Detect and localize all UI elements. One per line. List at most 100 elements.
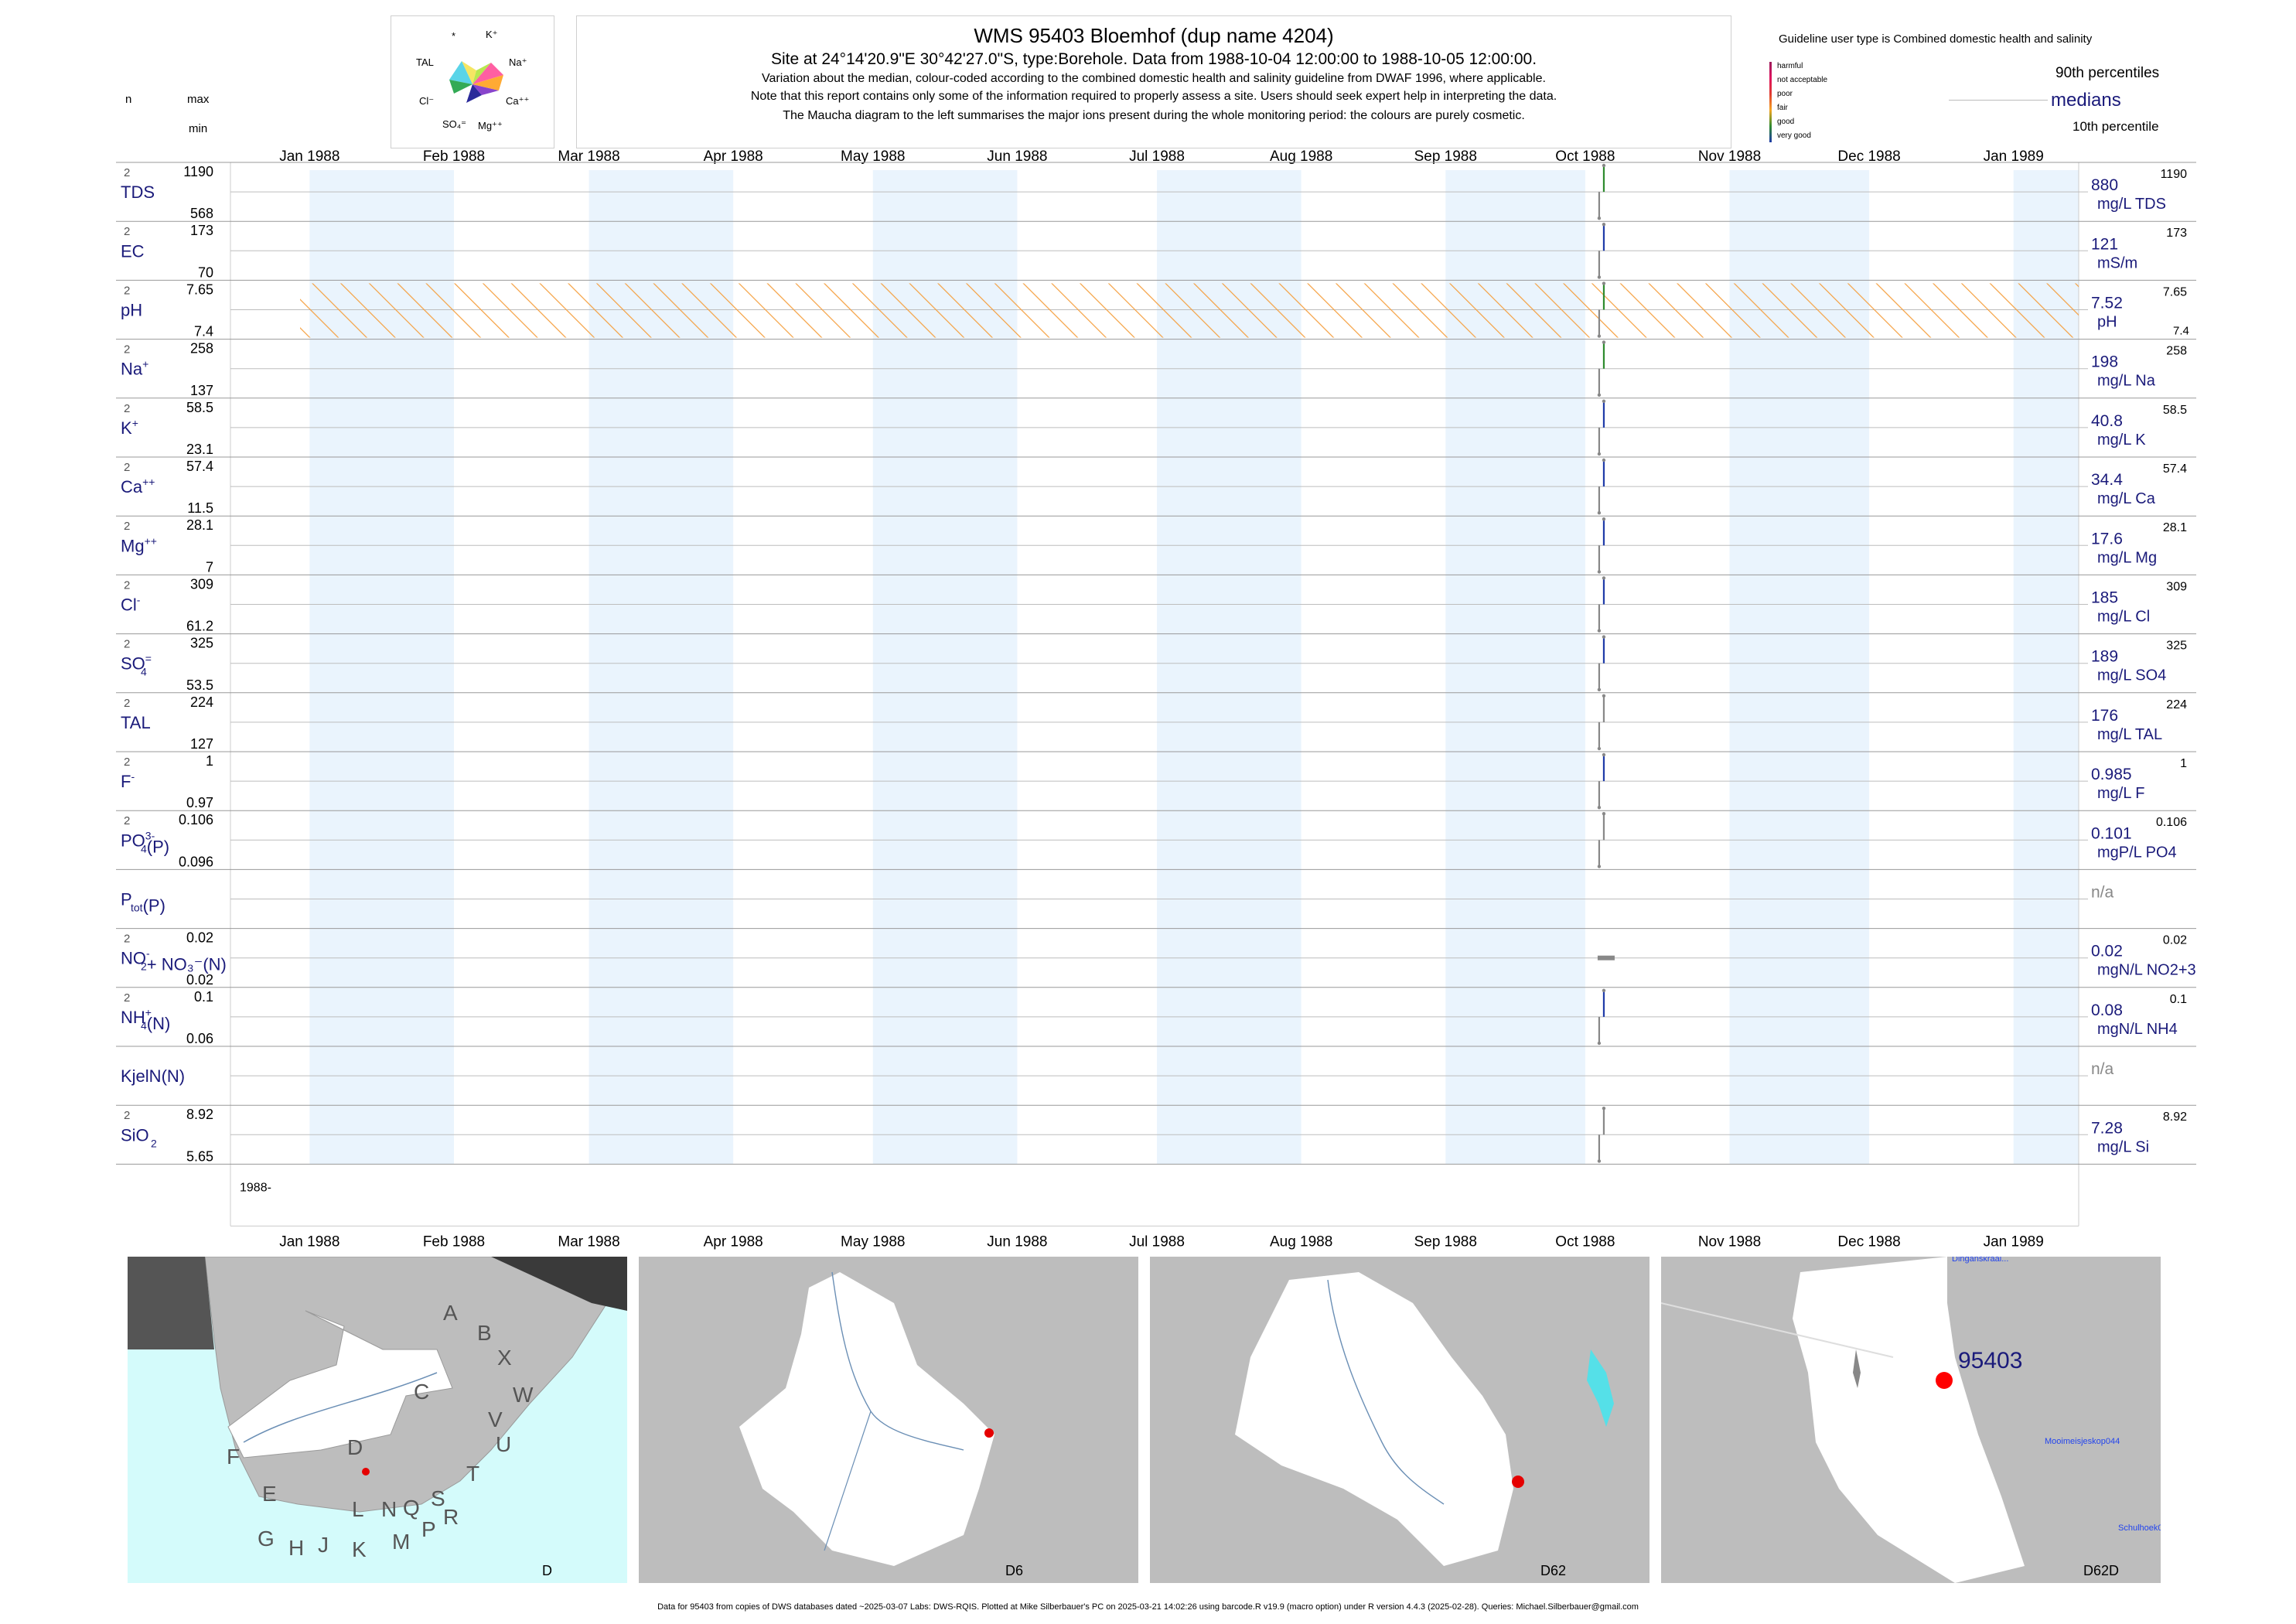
- data-point: [1602, 223, 1606, 227]
- maucha-segment: [473, 75, 503, 90]
- parameter-label: Na+: [121, 358, 148, 379]
- data-point: [1602, 576, 1606, 580]
- report-note: Variation about the median, colour-coded…: [762, 72, 1546, 85]
- data-point: [1602, 988, 1606, 993]
- data-point: [1602, 517, 1606, 521]
- x-tick-label-top: Apr 1988: [704, 148, 763, 165]
- row-right-min: 7.4: [2173, 325, 2189, 338]
- sample-count: 2: [124, 166, 130, 179]
- sample-count: 2: [124, 225, 130, 238]
- map-river: [243, 1372, 438, 1443]
- row-max: 309: [190, 576, 213, 592]
- row-median: 880: [2091, 176, 2118, 194]
- sample-count: 2: [124, 991, 130, 1005]
- data-point: [1602, 812, 1606, 816]
- maucha-label: TAL: [416, 56, 434, 68]
- data-point: [1602, 399, 1606, 403]
- x-tick-label-bottom: Jan 1989: [1984, 1233, 2044, 1250]
- row-median: 7.28: [2091, 1119, 2123, 1137]
- x-tick-label-top: Sep 1988: [1414, 148, 1477, 165]
- x-tick-label-top: Jan 1988: [279, 148, 339, 165]
- map-river: [1327, 1279, 1445, 1505]
- sample-count: 2: [124, 284, 130, 297]
- row-median: 0.02: [2091, 943, 2123, 960]
- parameter-label: NH+ 4(N): [121, 1006, 170, 1033]
- parameter-label: TDS: [121, 183, 155, 202]
- guideline-class-label: harmful: [1777, 62, 1803, 70]
- x-tick-label-bottom: Feb 1988: [423, 1233, 485, 1250]
- maucha-diagram: [449, 61, 503, 103]
- row-median: 185: [2091, 589, 2118, 607]
- map-road: [1661, 1302, 1894, 1358]
- data-point: [1597, 865, 1602, 868]
- barcode-chart: Jan 1988 Jan 1988 Feb 1988 Feb 1988 Mar 1988…: [116, 148, 2196, 1250]
- footer-note: Data for 95403 from copies of DWS databa…: [657, 1602, 1639, 1612]
- data-point: [1597, 393, 1602, 397]
- x-tick-label-top: Dec 1988: [1837, 148, 1900, 165]
- parameter-label: SO= 4: [121, 653, 152, 678]
- row-unit: mg/L Si: [2097, 1138, 2149, 1155]
- legend-p90: 90th percentiles: [2055, 65, 2160, 81]
- data-point: [1597, 806, 1602, 810]
- x-tick-label-top: Oct 1988: [1555, 148, 1615, 165]
- row-min: 61.2: [186, 619, 213, 634]
- row-min: 0.97: [186, 795, 213, 810]
- data-point: [1597, 687, 1602, 691]
- maucha-segment: [473, 84, 499, 95]
- map-land: [128, 1257, 214, 1349]
- map-region-letter: K: [352, 1537, 367, 1561]
- row-right-max: 0.1: [2170, 993, 2187, 1006]
- map-region-letter: V: [488, 1407, 503, 1431]
- row-min: 7: [206, 559, 213, 575]
- parameter-label: Mg++: [121, 534, 157, 555]
- map-catchment: [739, 1272, 994, 1566]
- maucha-label: Ca⁺⁺: [506, 95, 530, 107]
- row-max: 7.65: [186, 281, 213, 297]
- sample-count: 2: [124, 638, 130, 651]
- maucha-segment: [462, 61, 476, 84]
- row-unit: mg/L Mg: [2097, 549, 2157, 566]
- map-place-label: Mooimeisjeskop044: [2045, 1437, 2120, 1446]
- data-point: [1602, 1107, 1606, 1111]
- row-max: 28.1: [186, 517, 213, 533]
- map-region-letter: X: [497, 1346, 512, 1370]
- x-tick-label-top: Jul 1988: [1129, 148, 1185, 165]
- col-n-label: n: [125, 93, 132, 106]
- row-min: 568: [190, 206, 213, 221]
- x-tick-label-bottom: Nov 1988: [1698, 1233, 1761, 1250]
- x-tick-label-top: Mar 1988: [558, 148, 619, 165]
- x-tick-label-bottom: Apr 1988: [704, 1233, 763, 1250]
- row-max: 0.1: [194, 989, 213, 1005]
- data-point: [1597, 452, 1602, 456]
- map-region-letter: D: [347, 1435, 363, 1459]
- sample-count: 2: [124, 814, 130, 827]
- guideline-class-label: not acceptable: [1777, 76, 1828, 84]
- maucha-label: Na⁺: [509, 56, 527, 68]
- map-waterbody: [1587, 1349, 1614, 1427]
- row-unit: mgN/L NO2+3: [2097, 962, 2196, 979]
- map-panel-d6: D6: [639, 1257, 1138, 1583]
- map-site-marker: [984, 1428, 994, 1438]
- x-tick-label-top: Aug 1988: [1270, 148, 1332, 165]
- row-median: 121: [2091, 235, 2118, 253]
- sample-count: 2: [124, 756, 130, 769]
- map-panel-d62d: 95403 Mooimeisjeskop044 Schulhoek0 Dinga…: [1661, 1257, 2161, 1583]
- parameter-label: PO3-4(P): [121, 829, 169, 856]
- row-min: 127: [190, 736, 213, 752]
- map-region-letter: B: [477, 1321, 492, 1345]
- maucha-label: SO₄⁼: [442, 118, 466, 130]
- map-region-letter: H: [288, 1536, 304, 1560]
- row-unit: mg/L Ca: [2097, 490, 2156, 507]
- legend-p10: 10th percentile: [2073, 119, 2159, 134]
- row-min: 137: [190, 383, 213, 398]
- guideline-hatch: [300, 283, 2079, 338]
- guideline-class-label: very good: [1777, 131, 1811, 140]
- row-right-max: 1: [2180, 757, 2187, 770]
- row-right-max: 309: [2166, 580, 2187, 593]
- row-min: 0.06: [186, 1031, 213, 1046]
- data-point: [1597, 570, 1602, 574]
- map-region-letter: J: [318, 1533, 329, 1557]
- map-region-letter: C: [414, 1380, 429, 1404]
- row-min: 23.1: [186, 442, 213, 457]
